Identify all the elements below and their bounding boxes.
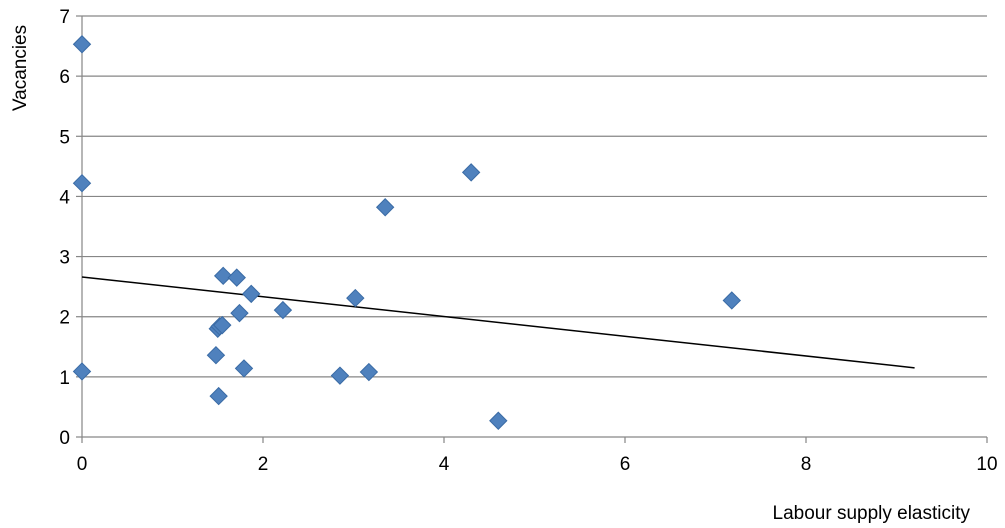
trendline <box>81 276 915 369</box>
data-point <box>213 266 233 286</box>
data-point <box>242 284 261 304</box>
data-point <box>359 362 379 382</box>
gridlines <box>82 15 987 378</box>
y-tick-label: 4 <box>59 187 70 208</box>
data-point <box>72 362 92 381</box>
y-tick-label: 2 <box>59 308 70 329</box>
data-point <box>722 291 741 310</box>
data-point <box>234 359 254 378</box>
data-point <box>230 303 249 323</box>
y-tick-label: 0 <box>59 428 70 449</box>
data-point <box>209 386 228 406</box>
x-tick-label: 10 <box>976 454 997 475</box>
y-tick-label: 7 <box>59 7 70 28</box>
tick-labels: 0 2 4 6 8 10 0 1 2 3 4 5 6 7 <box>59 7 997 475</box>
trendline-layer <box>81 276 915 369</box>
axes <box>76 15 988 443</box>
y-tick-label: 5 <box>59 127 70 148</box>
data-point <box>375 198 395 217</box>
data-point <box>227 268 246 287</box>
data-points <box>72 35 741 430</box>
data-point <box>346 288 365 308</box>
data-point <box>461 163 481 182</box>
x-tick-label: 4 <box>439 454 450 475</box>
x-tick-label: 8 <box>801 454 812 475</box>
data-point <box>72 173 92 193</box>
data-point <box>489 411 508 430</box>
x-tick-label: 2 <box>258 454 269 475</box>
x-tick-label: 0 <box>77 454 88 475</box>
data-point <box>330 366 350 385</box>
data-point <box>206 345 226 365</box>
y-tick-label: 6 <box>59 67 70 88</box>
x-axis-title: Labour supply elasticity <box>773 503 971 524</box>
data-point <box>72 35 92 54</box>
data-point <box>273 300 293 320</box>
y-tick-label: 1 <box>59 368 70 389</box>
y-axis-title: Vacancies <box>10 25 31 111</box>
data-point <box>213 315 232 335</box>
y-tick-label: 3 <box>59 248 70 269</box>
x-tick-label: 6 <box>620 454 631 475</box>
